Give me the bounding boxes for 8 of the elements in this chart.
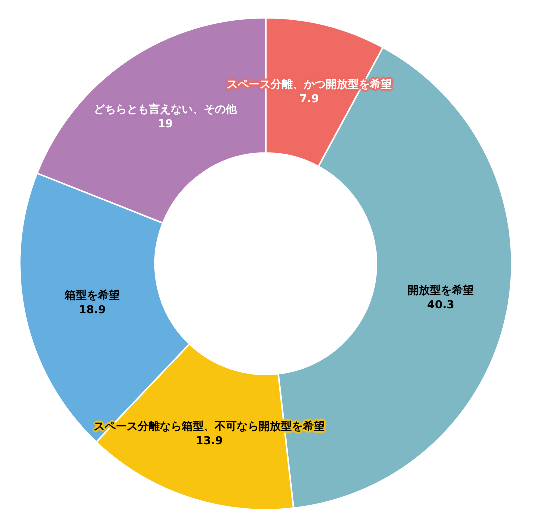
data-label: 18.9 [78,303,106,316]
data-label: 40.3 [427,298,455,312]
slice-label: 箱型を希望 [64,289,120,302]
slice-label: 開放型を希望 [408,284,474,297]
slice-label: どちらとも言えない、その他 [94,103,238,116]
data-label: 13.9 [196,434,224,448]
data-label: 7.9 [300,92,320,106]
data-label: 19 [158,117,174,130]
